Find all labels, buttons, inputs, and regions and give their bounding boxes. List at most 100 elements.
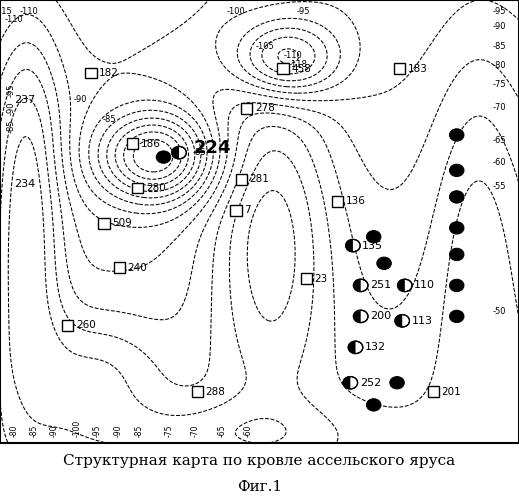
Wedge shape [398,279,405,291]
Text: -50: -50 [493,308,506,316]
Text: -90: -90 [493,22,506,31]
Text: -95: -95 [493,6,506,16]
Circle shape [390,376,404,389]
Text: -85: -85 [193,148,207,157]
Text: 201: 201 [442,386,461,396]
Text: -100: -100 [72,420,81,437]
Text: 281: 281 [250,174,269,184]
Bar [85,68,97,78]
Bar [332,196,343,206]
Text: 135: 135 [362,240,383,250]
Text: -85: -85 [493,42,506,51]
Text: -75: -75 [493,80,506,90]
Wedge shape [348,341,356,353]
Text: -90: -90 [114,424,123,437]
Text: 240: 240 [128,262,147,272]
Circle shape [398,279,412,291]
Circle shape [377,257,391,270]
Circle shape [346,240,360,252]
Text: -90: -90 [74,95,87,104]
Text: 458: 458 [291,64,311,74]
Text: -80: -80 [493,61,506,70]
Bar [394,63,405,74]
Bar [230,205,242,216]
Text: 23: 23 [315,274,328,284]
Text: Фиг.1: Фиг.1 [237,480,282,494]
Text: -110: -110 [19,6,38,16]
Text: -115: -115 [0,6,12,16]
Text: 278: 278 [255,104,275,114]
Text: 110: 110 [414,280,435,290]
Text: -90: -90 [6,102,15,115]
Bar [192,386,203,397]
Bar [236,174,247,184]
Text: -100: -100 [227,6,245,16]
Wedge shape [343,376,350,389]
Text: Структурная карта по кровле ассельского яруса: Структурная карта по кровле ассельского … [63,454,456,468]
Text: 252: 252 [360,378,381,388]
Circle shape [353,310,368,322]
Text: -85: -85 [134,425,144,437]
Text: 237: 237 [15,94,36,104]
Bar [277,63,289,74]
Text: -110: -110 [4,16,23,24]
Text: -118: -118 [289,60,308,68]
Bar [241,103,252,114]
Text: -55: -55 [493,182,506,191]
Bar [114,262,125,273]
Text: -95: -95 [297,6,310,16]
Text: -105: -105 [255,42,274,51]
Bar [428,386,439,397]
Wedge shape [353,279,361,291]
Circle shape [348,341,363,353]
Text: 224: 224 [194,139,231,157]
Text: -75: -75 [164,424,173,437]
Circle shape [366,398,381,411]
Wedge shape [346,240,353,252]
Circle shape [172,146,186,159]
Text: -85: -85 [102,115,116,124]
Text: 7: 7 [244,205,251,215]
Text: 186: 186 [141,139,160,149]
Text: 200: 200 [370,312,391,322]
Text: -65: -65 [493,136,506,145]
Circle shape [353,279,368,291]
Text: -90: -90 [50,424,59,437]
Circle shape [449,190,464,203]
Text: 280: 280 [146,183,166,193]
Circle shape [343,376,358,389]
Circle shape [156,151,171,164]
Wedge shape [395,314,402,327]
Text: 132: 132 [365,342,386,352]
Wedge shape [172,146,179,159]
Text: 288: 288 [206,386,225,396]
Text: 234: 234 [15,178,36,188]
Text: -85: -85 [6,120,15,133]
Bar [62,320,73,330]
Bar [98,218,110,229]
Text: -95: -95 [93,424,102,437]
Circle shape [395,314,409,327]
Text: 182: 182 [99,68,119,78]
Text: -80: -80 [10,425,19,437]
Text: -60: -60 [493,158,506,168]
Circle shape [449,279,464,291]
Text: 509: 509 [112,218,132,228]
Circle shape [449,310,464,322]
Text: -65: -65 [217,424,227,437]
Text: -70: -70 [190,424,199,437]
Text: 260: 260 [76,320,95,330]
Text: -70: -70 [493,102,506,112]
Text: -85: -85 [29,425,38,437]
Text: 183: 183 [408,64,428,74]
Circle shape [449,248,464,260]
Text: -60: -60 [243,424,253,437]
Bar [301,274,312,284]
Text: -95: -95 [6,84,15,98]
Circle shape [449,164,464,176]
Text: 251: 251 [370,280,391,290]
Circle shape [366,230,381,243]
Wedge shape [353,310,361,322]
Text: -110: -110 [284,51,303,60]
Circle shape [449,129,464,141]
